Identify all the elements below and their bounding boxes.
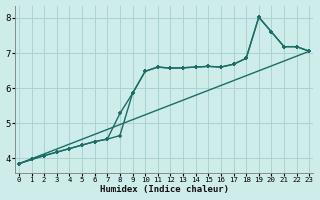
X-axis label: Humidex (Indice chaleur): Humidex (Indice chaleur): [100, 185, 228, 194]
